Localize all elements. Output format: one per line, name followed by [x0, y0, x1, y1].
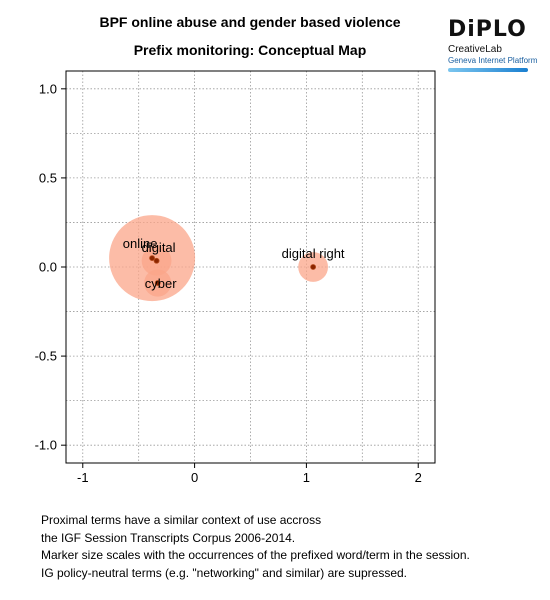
- data-label: digital: [142, 240, 176, 255]
- footnote: Proximal terms have a similar context of…: [41, 512, 470, 582]
- logo-swoosh-icon: [448, 68, 528, 72]
- y-tick-label: 0.5: [39, 170, 57, 185]
- logo-line2: Geneva Internet Platform: [448, 56, 538, 65]
- data-label: digital right: [282, 246, 345, 261]
- data-point: [153, 257, 160, 264]
- x-tick-label: 0: [191, 470, 198, 485]
- footnote-line: Marker size scales with the occurrences …: [41, 548, 470, 562]
- chart-subtitle: Prefix monitoring: Conceptual Map: [133, 42, 367, 58]
- y-tick-label: 1.0: [39, 81, 57, 96]
- diplo-logo: DiPLO CreativeLab Geneva Internet Platfo…: [448, 18, 538, 80]
- x-tick-label: 2: [415, 470, 422, 485]
- footnote-line: Proximal terms have a similar context of…: [41, 513, 322, 527]
- data-point: [154, 280, 161, 286]
- y-tick-label: 0.0: [39, 260, 57, 275]
- logo-line1: CreativeLab: [448, 44, 502, 55]
- x-tick-label: -1: [77, 470, 89, 485]
- logo-brand: DiPLO: [448, 17, 527, 42]
- footnote-line: IG policy-neutral terms (e.g. "networkin…: [41, 565, 407, 580]
- y-tick-label: -0.5: [35, 349, 57, 364]
- data-label: cyber: [145, 276, 177, 291]
- data-point: [310, 264, 317, 270]
- chart-title: BPF online abuse and gender based violen…: [99, 14, 401, 30]
- x-tick-label: 1: [303, 470, 310, 485]
- footnote-line: the IGF Session Transcripts Corpus 2006-…: [41, 530, 296, 545]
- data-point: [149, 255, 156, 261]
- data-label: online: [123, 236, 158, 251]
- y-tick-label: -1.0: [35, 438, 57, 453]
